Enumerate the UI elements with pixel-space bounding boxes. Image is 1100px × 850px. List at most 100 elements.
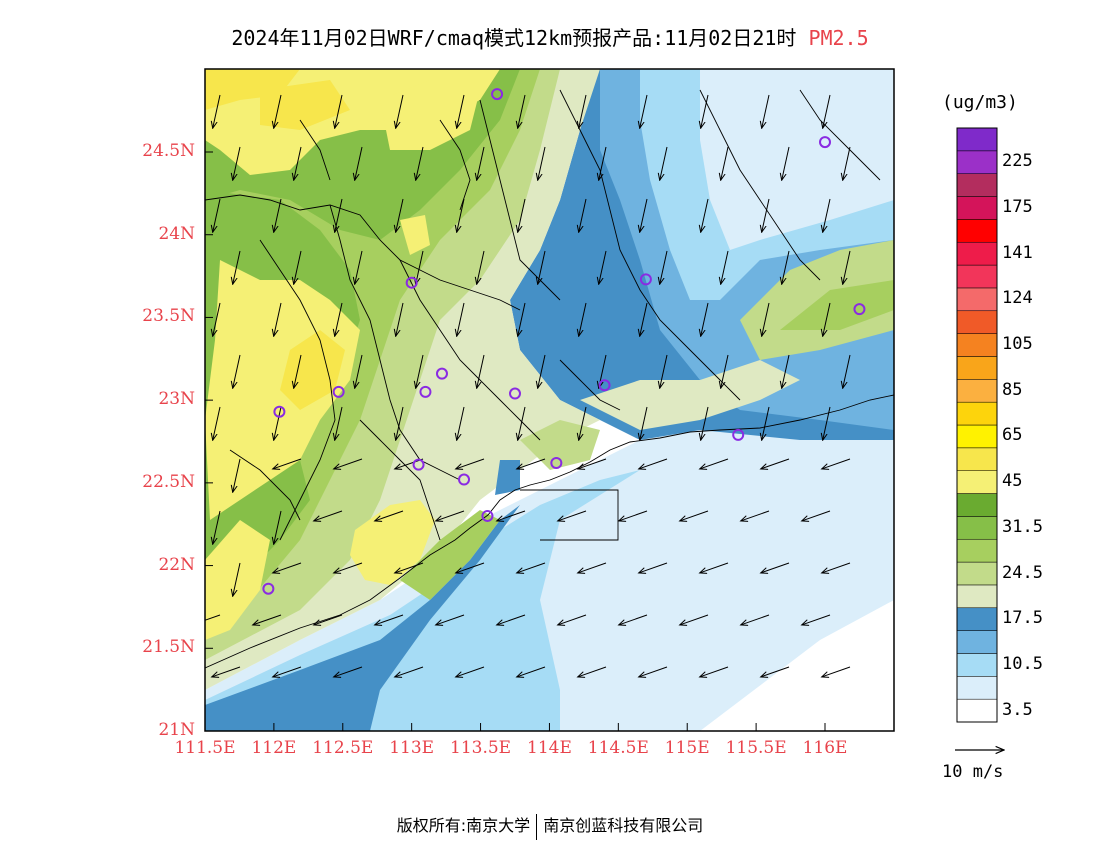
wind-arrow <box>396 302 404 336</box>
monitoring-station-marker <box>481 509 494 522</box>
wind-arrow <box>782 146 790 180</box>
monitoring-station-marker <box>732 428 745 441</box>
lon-tick-label: 114.5E <box>587 738 649 758</box>
wind-arrow <box>213 302 221 336</box>
lon-tick-label: 116E <box>802 738 848 758</box>
monitoring-station-marker <box>405 276 418 289</box>
colorbar-bin <box>956 241 998 266</box>
wind-arrow <box>701 198 709 232</box>
colorbar-bin <box>956 356 998 380</box>
colorbar-bin <box>956 401 998 426</box>
lat-tick-label: 22N <box>158 554 195 575</box>
colorbar-bin <box>956 287 998 312</box>
wind-arrow <box>355 354 363 388</box>
monitoring-station-marker <box>332 385 345 398</box>
wind-arrow <box>538 354 546 388</box>
wind-arrow <box>843 354 851 388</box>
wind-arrow <box>314 614 343 625</box>
colorbar-bin <box>956 538 998 563</box>
legend-unit: (ug/m3) <box>942 92 1018 113</box>
wind-arrow <box>579 94 587 128</box>
colorbar-bin <box>956 264 998 289</box>
wind-arrow <box>701 406 709 440</box>
lat-tick-label: 21.5N <box>142 637 195 658</box>
wind-arrow <box>802 614 831 625</box>
wind-arrow <box>457 198 465 232</box>
wind-arrow <box>213 510 221 544</box>
wind-arrow <box>578 458 607 469</box>
wind-arrow <box>639 666 668 677</box>
wind-arrow <box>233 562 241 596</box>
wind-arrow <box>680 614 709 625</box>
wind-arrow <box>579 302 587 336</box>
wind-arrow <box>273 458 302 469</box>
wind-arrow <box>823 198 831 232</box>
lon-tick-label: 113E <box>389 738 435 758</box>
wind-arrow <box>294 354 302 388</box>
lon-tick-label: 112.5E <box>312 738 374 758</box>
wind-arrow <box>233 354 241 388</box>
wind-arrow <box>741 510 770 521</box>
concentration-field <box>205 69 894 731</box>
wind-arrow <box>518 94 526 128</box>
colorbar-bin <box>956 470 998 494</box>
colorbar-bin <box>956 333 998 357</box>
wind-arrow <box>761 458 790 469</box>
wind-arrow <box>233 146 241 180</box>
wind-arrow <box>477 146 485 180</box>
monitoring-station-marker <box>412 458 425 471</box>
wind-arrow <box>213 406 221 440</box>
wind-arrow <box>700 458 729 469</box>
wind-arrow <box>700 562 729 573</box>
wind-arrow <box>639 458 668 469</box>
lat-tick-label: 24.5N <box>142 141 195 161</box>
colorbar-bin <box>956 127 998 152</box>
wind-arrow <box>205 614 221 621</box>
wind-arrow <box>396 198 404 232</box>
wind-arrow <box>213 198 221 232</box>
lat-tick-label: 23N <box>158 389 195 410</box>
wind-arrow <box>640 302 648 336</box>
wind-arrow <box>335 94 343 128</box>
wind-arrow <box>518 198 526 232</box>
colorbar-tick-label: 31.5 <box>1002 516 1043 537</box>
wind-arrow <box>599 250 607 284</box>
wind-arrow <box>701 302 709 336</box>
colorbar-tick-label: 10.5 <box>1002 653 1043 674</box>
colorbar-bin <box>956 424 998 449</box>
colorbar-bin <box>956 584 998 609</box>
monitoring-station-marker <box>550 457 563 470</box>
wind-arrow <box>517 458 546 469</box>
wind-arrow <box>761 666 790 677</box>
wind-arrow <box>660 250 668 284</box>
wind-arrow <box>822 458 851 469</box>
wind-arrow <box>762 94 770 128</box>
wind-arrow <box>416 354 424 388</box>
wind-arrow <box>233 458 241 492</box>
wind-arrow <box>741 614 770 625</box>
wind-arrow <box>416 250 424 284</box>
axis-ticks <box>204 151 826 732</box>
colorbar-tick-label: 175 <box>1002 196 1033 217</box>
colorbar-tick-label: 225 <box>1002 151 1033 172</box>
monitoring-station-marker <box>853 303 866 316</box>
lon-tick-label: 115.5E <box>725 738 787 758</box>
colorbar-bin <box>956 379 998 403</box>
colorbar <box>956 127 998 723</box>
wind-arrow <box>558 510 587 521</box>
figure-title: 2024年11月02日WRF/cmaq模式12km预报产品:11月02日21时 P… <box>0 22 1100 51</box>
colorbar-bin <box>956 607 998 631</box>
wind-arrow <box>456 458 485 469</box>
colorbar-tick-label: 45 <box>1002 471 1023 492</box>
lat-tick-label: 24N <box>158 223 195 244</box>
colorbar-bin <box>956 447 998 471</box>
colorbar-bin <box>956 493 998 517</box>
wind-arrow <box>375 614 404 625</box>
colorbar-bin <box>956 698 998 723</box>
monitoring-station-marker <box>458 473 471 486</box>
wind-arrow <box>721 354 729 388</box>
wind-arrow <box>457 406 465 440</box>
colorbar-bin <box>956 676 998 700</box>
